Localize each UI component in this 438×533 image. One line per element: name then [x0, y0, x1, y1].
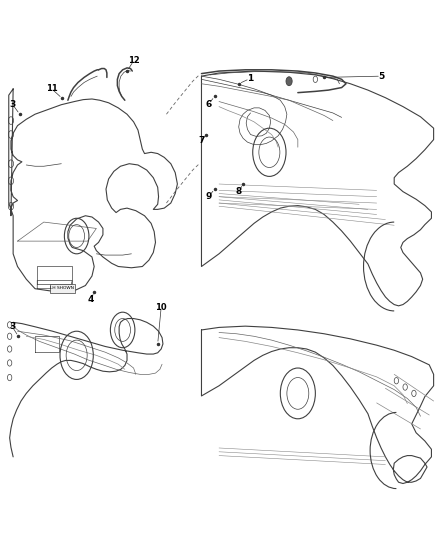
Text: 7: 7 — [198, 136, 205, 146]
Text: 5: 5 — [378, 71, 384, 80]
Text: 6: 6 — [205, 100, 212, 109]
Text: 12: 12 — [128, 56, 139, 66]
Text: 3: 3 — [9, 100, 15, 109]
Text: 1: 1 — [247, 74, 253, 83]
FancyBboxPatch shape — [50, 284, 75, 293]
Text: 9: 9 — [205, 192, 212, 201]
Text: 3: 3 — [9, 322, 15, 332]
Text: 4: 4 — [88, 295, 94, 304]
Circle shape — [286, 77, 292, 86]
Text: 11: 11 — [46, 84, 57, 93]
Text: 8: 8 — [236, 187, 242, 196]
Text: 10: 10 — [155, 303, 167, 312]
Text: LH SHOWN: LH SHOWN — [50, 286, 74, 290]
